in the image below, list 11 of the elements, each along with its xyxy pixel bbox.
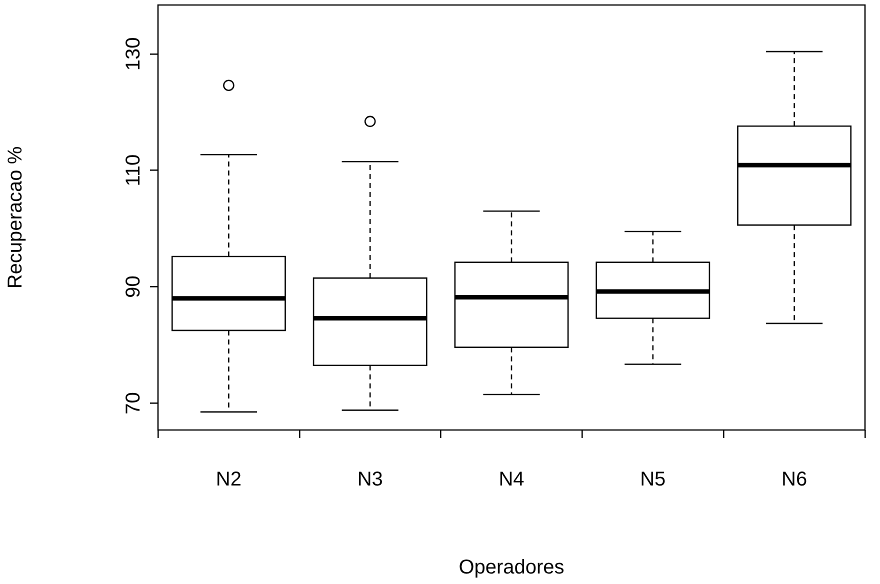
y-tick-label: 70 <box>122 392 145 414</box>
y-tick-label: 110 <box>122 154 145 186</box>
x-tick-label: N6 <box>782 468 808 491</box>
x-tick-label: N5 <box>640 468 666 491</box>
x-tick-label: N3 <box>357 468 383 491</box>
y-axis-title: Recuperacao % <box>4 146 27 289</box>
x-axis-title: Operadores <box>458 556 564 579</box>
x-tick-label: N2 <box>216 468 242 491</box>
x-tick-label: N4 <box>498 468 524 491</box>
y-tick-label: 90 <box>122 276 145 298</box>
y-tick-label: 130 <box>122 37 145 71</box>
